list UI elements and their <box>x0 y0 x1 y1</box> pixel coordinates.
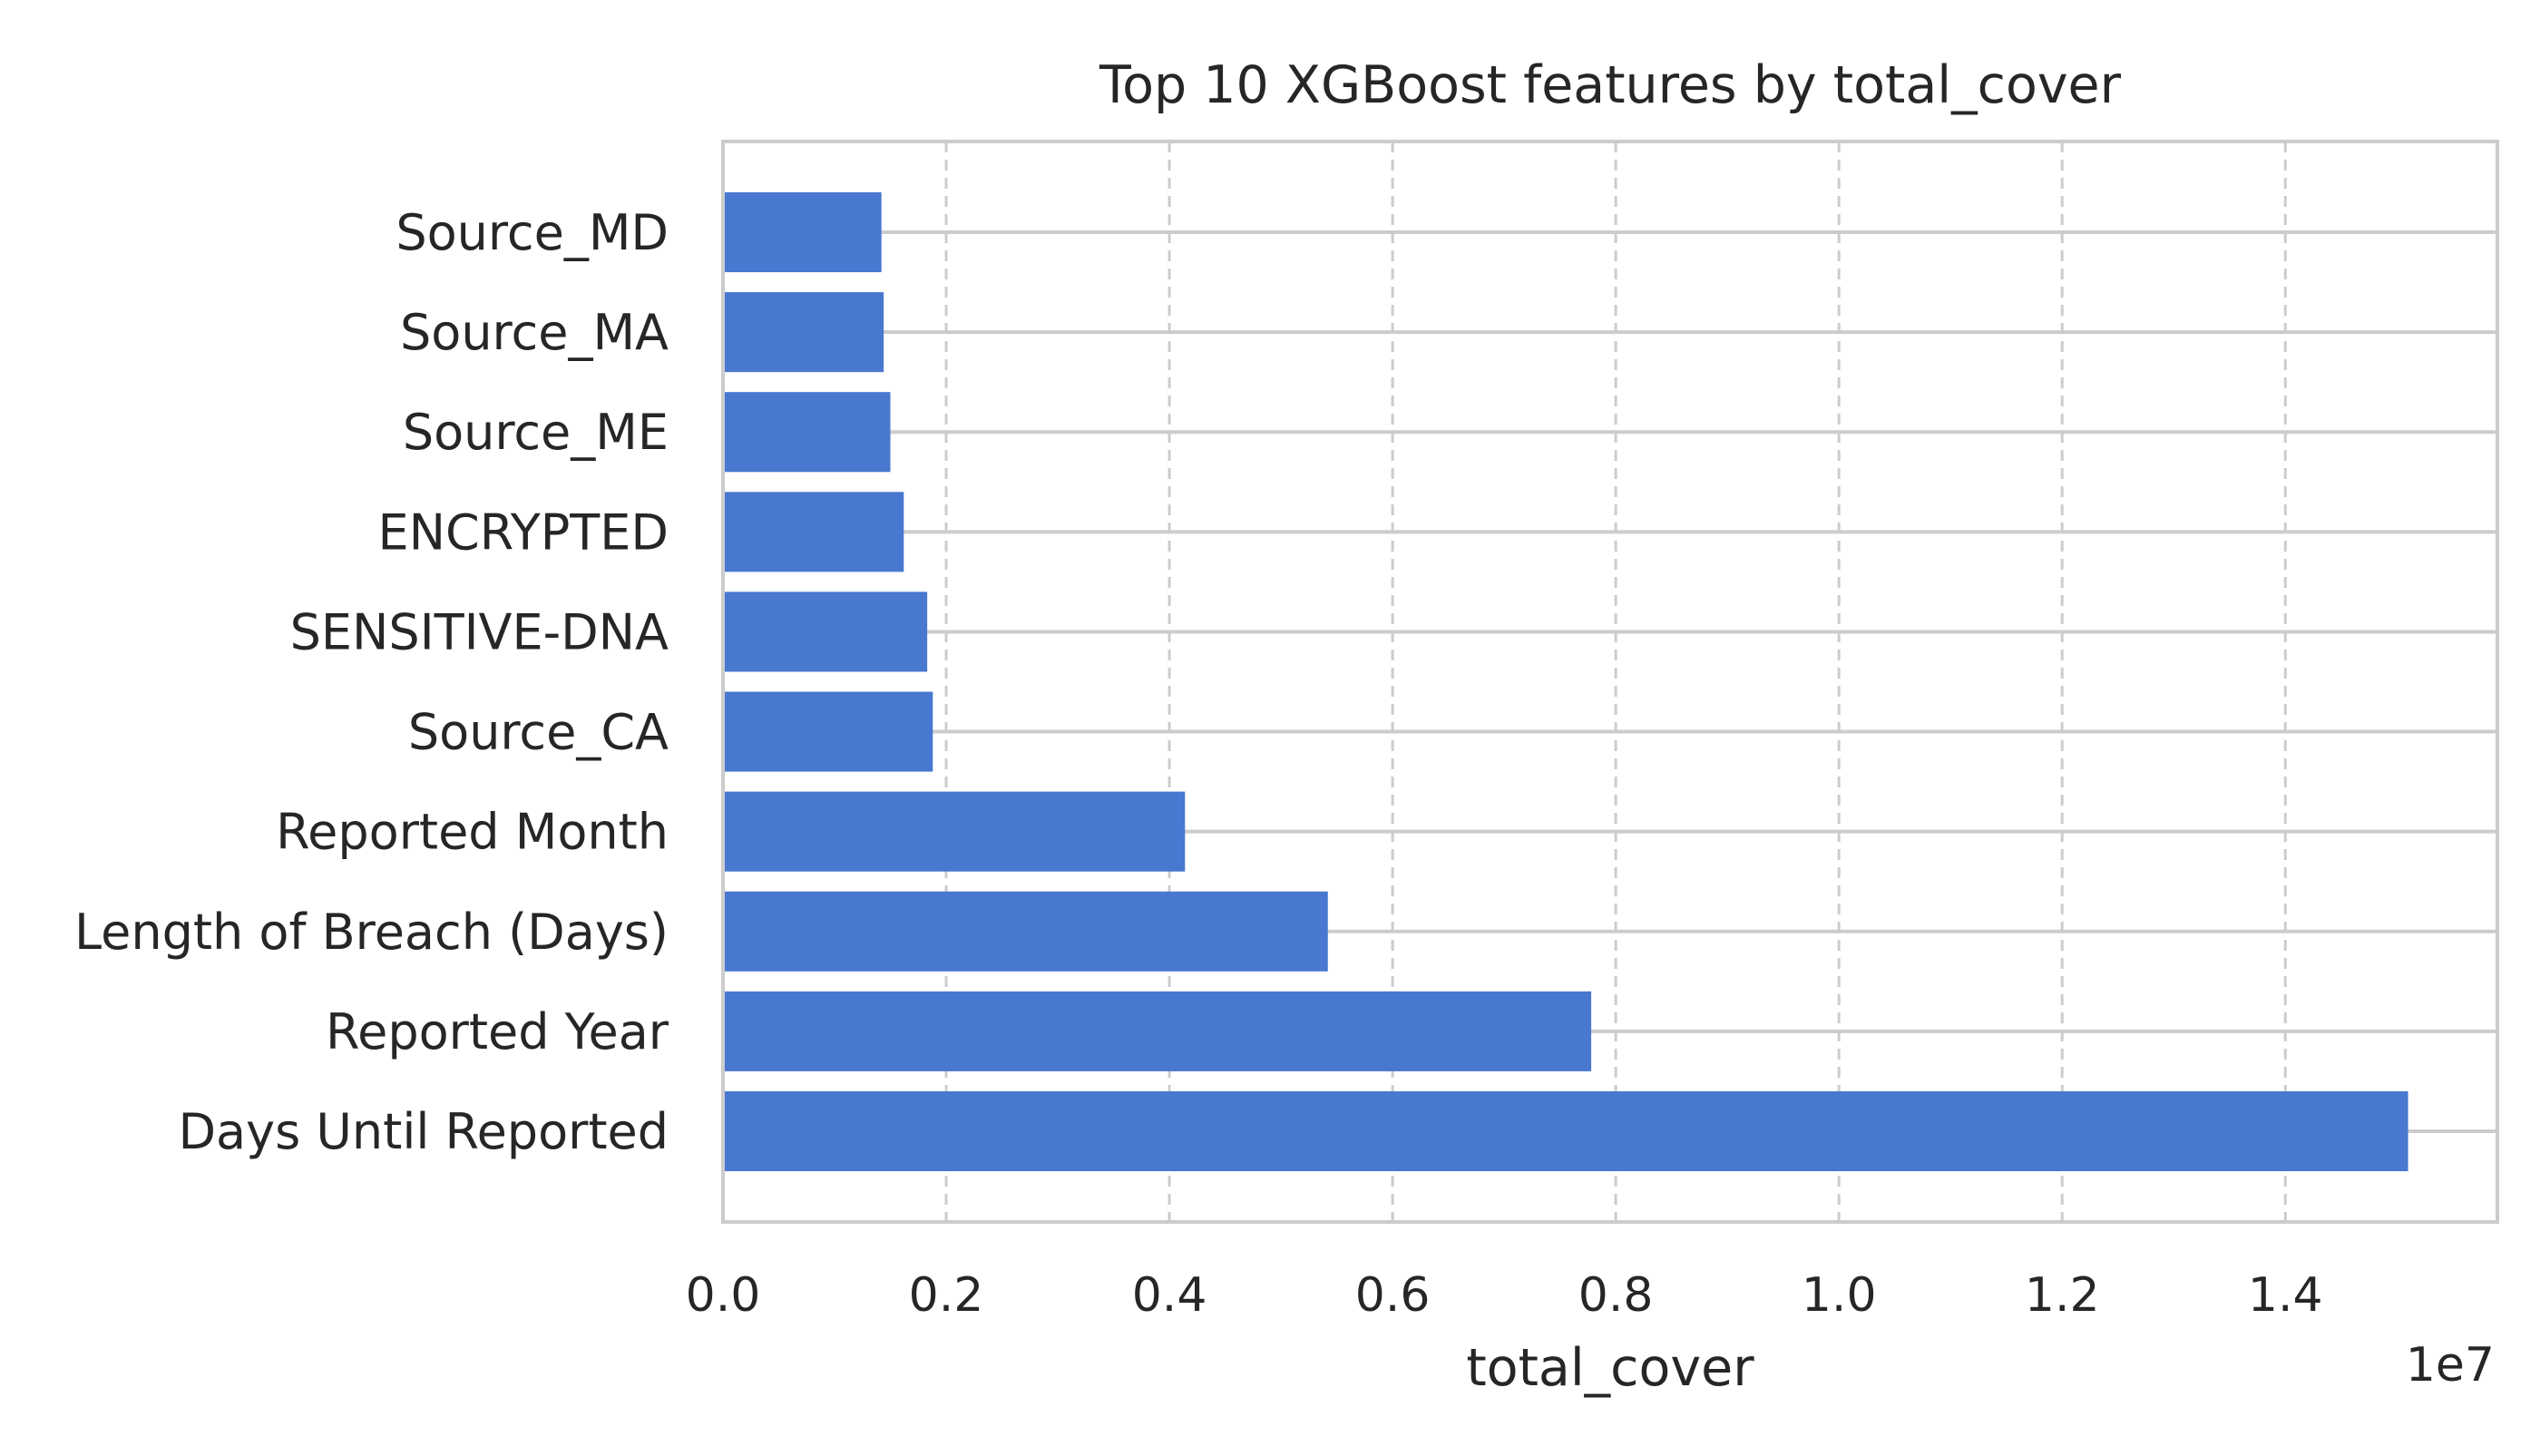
x-tick-label: 0.8 <box>1578 1268 1654 1323</box>
bar <box>723 691 933 772</box>
bar-layer <box>723 191 2408 1172</box>
bar <box>723 991 1592 1071</box>
y-tick-label: SENSITIVE-DNA <box>290 603 669 660</box>
bar <box>723 891 1328 972</box>
y-tick-labels: Days Until Reported Reported Year Length o… <box>74 204 669 1160</box>
x-tick-label: 0.0 <box>686 1268 761 1323</box>
x-tick-label: 1.0 <box>1802 1268 1877 1323</box>
bar <box>723 1090 2408 1172</box>
x-tick-label: 0.4 <box>1132 1268 1207 1323</box>
bar <box>723 591 928 672</box>
y-tick-label: Reported Month <box>276 804 669 861</box>
x-tick-label: 1.2 <box>2025 1268 2100 1323</box>
bar <box>723 392 891 473</box>
bar <box>723 492 904 572</box>
y-tick-label: Source_ME <box>403 404 669 461</box>
bar <box>723 292 884 373</box>
y-tick-label: Source_CA <box>408 704 669 761</box>
x-tick-label: 1.4 <box>2248 1268 2323 1323</box>
x-tick-labels: 0.0 0.2 0.4 0.6 0.8 1.0 1.2 1.4 <box>686 1268 2323 1323</box>
x-axis-label: total_cover <box>1466 1338 1754 1398</box>
y-tick-label: Days Until Reported <box>178 1103 669 1160</box>
y-tick-label: Length of Breach (Days) <box>74 904 669 961</box>
x-axis-scale-note: 1e7 <box>2406 1338 2495 1392</box>
plot-frame <box>721 140 2499 1224</box>
x-tick-label: 0.6 <box>1355 1268 1431 1323</box>
y-tick-label: Reported Year <box>326 1003 669 1060</box>
y-tick-label: ENCRYPTED <box>377 503 669 561</box>
bar <box>723 791 1186 872</box>
bar <box>723 191 882 273</box>
chart-title: Top 10 XGBoost features by total_cover <box>1099 55 2122 115</box>
x-tick-label: 0.2 <box>909 1268 984 1323</box>
y-tick-label: Source_MA <box>400 304 669 361</box>
y-tick-label: Source_MD <box>396 204 669 261</box>
